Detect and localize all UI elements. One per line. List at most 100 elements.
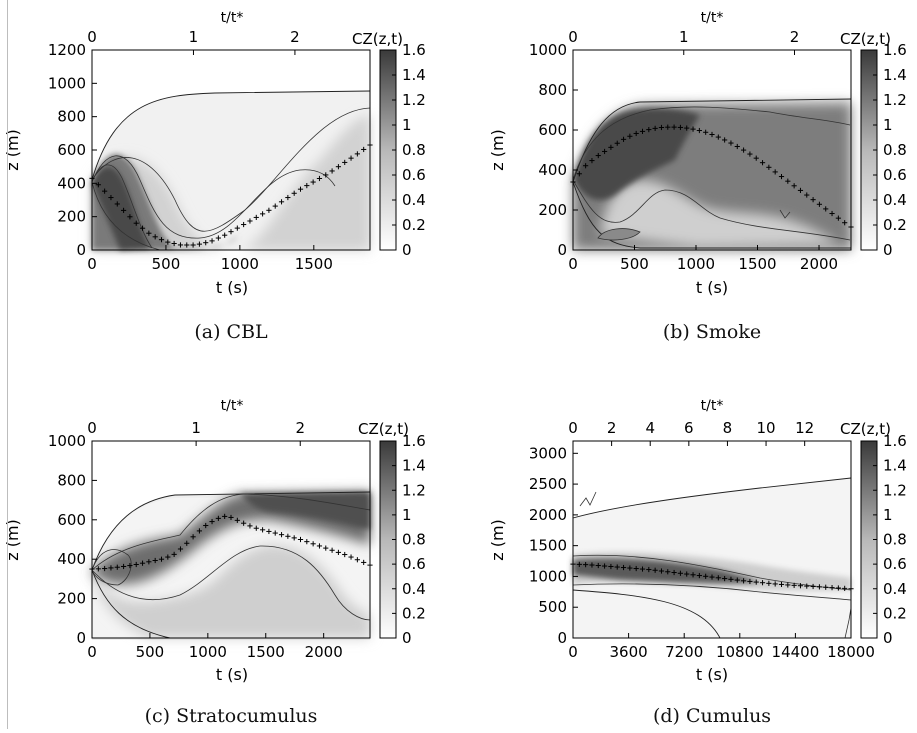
y-tick-label: 500 (538, 598, 567, 616)
y-axis-label: z (m) (3, 519, 22, 561)
y-tick-label: 600 (57, 141, 86, 159)
x2-tick-label: 8 (723, 419, 733, 437)
x2-tick-label: 0 (87, 28, 97, 46)
colorbar-tick-label: 0.4 (402, 191, 426, 209)
y-tick-label: 800 (57, 471, 86, 489)
colorbar-tick-label: 1.4 (883, 457, 907, 475)
top-axis-label: t/t* (701, 10, 724, 26)
colorbar-label: CZ(z,t) (352, 30, 403, 48)
panel-caption: (d) Cumulus (653, 705, 771, 727)
colorbar-tick-label: 1 (883, 506, 893, 524)
colorbar-tick-label: 0 (402, 629, 412, 647)
top-axis-label: t/t* (221, 398, 244, 414)
y-tick-label: 1500 (529, 537, 567, 555)
x-tick-label: 0 (568, 643, 578, 661)
colorbar-ticks: 0 0.2 0.4 0.6 0.8 1 1.2 1.4 1.6 (873, 432, 907, 647)
colorbar-tick-label: 1.6 (402, 41, 426, 59)
y-tick-label: 600 (57, 511, 86, 529)
x-tick-label: 10800 (716, 643, 764, 661)
y-axis: 02004006008001000 (529, 41, 578, 259)
y-axis: 050010001500200025003000 (529, 444, 578, 647)
x2-tick-label: 2 (295, 419, 305, 437)
colorbar-tick-label: 1.2 (402, 481, 426, 499)
x2-tick-label: 0 (568, 28, 578, 46)
colorbar-ticks: 0 0.2 0.4 0.6 0.8 1 1.2 1.4 1.6 (392, 432, 426, 647)
colorbar-tick-label: 1 (402, 506, 412, 524)
y-tick-label: 3000 (529, 444, 567, 462)
x-tick-label: 3600 (610, 643, 648, 661)
y-tick-label: 0 (76, 241, 86, 259)
y-tick-label: 200 (57, 208, 86, 226)
x-tick-label: 0 (568, 255, 578, 273)
colorbar-tick-label: 0.8 (402, 141, 426, 159)
colorbar-label: CZ(z,t) (840, 420, 891, 438)
panel-stratocumulus: 0 200 400 600 800 1000 0 500 1000 1500 2000 0 1 2 t… (3, 398, 426, 727)
colorbar-tick-label: 0 (883, 241, 893, 259)
y-tick-label: 800 (57, 108, 86, 126)
x-axis-label: t (s) (216, 278, 248, 297)
colorbar-tick-label: 1.2 (883, 481, 907, 499)
x2-tick-label: 0 (87, 419, 97, 437)
page-divider-line (7, 0, 8, 729)
y-tick-label: 1000 (48, 74, 86, 92)
colorbar-tick-label: 1.4 (402, 457, 426, 475)
panel-smoke: 02004006008001000 0 500 1000 1500 2000 012 t… (488, 10, 907, 343)
colorbar-tick-label: 0.4 (883, 580, 907, 598)
plume-field-cbl (92, 91, 370, 250)
colorbar-tick-label: 0.8 (402, 531, 426, 549)
x-tick-label: 1000 (221, 255, 259, 273)
x2-tick-label: 1 (191, 419, 201, 437)
colorbar-tick-label: 0.6 (883, 166, 907, 184)
top-axis-label: t/t* (701, 398, 724, 414)
y-tick-label: 0 (76, 629, 86, 647)
x-tick-label: 1500 (295, 255, 333, 273)
top-axis-label: t/t* (221, 10, 244, 26)
plume-field-smoke (573, 99, 851, 250)
x2-tick-label: 10 (757, 419, 776, 437)
colorbar-tick-label: 1 (883, 116, 893, 134)
top-axis: 0 1 2 (87, 419, 305, 446)
colorbar-tick-label: 1.4 (883, 66, 907, 84)
top-axis: 0 1 2 (87, 28, 299, 55)
colorbar-tick-label: 1.2 (883, 91, 907, 109)
x-tick-label: 14400 (772, 643, 820, 661)
colorbar-tick-label: 1.4 (402, 66, 426, 84)
y-tick-label: 400 (57, 550, 86, 568)
colorbar-ticks: 0 0.2 0.4 0.6 0.8 1 1.2 1.4 1.6 (392, 41, 426, 259)
colorbar-tick-label: 0.6 (883, 555, 907, 573)
colorbar-tick-label: 0.6 (402, 166, 426, 184)
colorbar-tick-label: 0.2 (402, 216, 426, 234)
top-axis: 0 1 2 (568, 28, 799, 55)
y-tick-label: 800 (538, 81, 567, 99)
x-tick-label: 500 (620, 255, 649, 273)
x-tick-label: 1000 (677, 255, 715, 273)
y-axis-label: z (m) (3, 129, 22, 171)
x-tick-label: 0 (87, 643, 97, 661)
x-tick-label: 2000 (305, 643, 343, 661)
panel-caption: (a) CBL (194, 321, 268, 343)
colorbar-tick-label: 0.8 (883, 141, 907, 159)
colorbar-label: CZ(z,t) (840, 30, 891, 48)
x2-tick-label: 12 (795, 419, 814, 437)
colorbar-tick-label: 0.2 (883, 216, 907, 234)
x-tick-label: 1000 (189, 643, 227, 661)
y-tick-label: 200 (538, 201, 567, 219)
top-axis: 0 2 4 6 8 10 12 (568, 419, 814, 446)
y-tick-label: 1000 (48, 432, 86, 450)
x2-tick-label: 1 (189, 28, 199, 46)
y-tick-label: 200 (57, 590, 86, 608)
x-axis-label: t (s) (696, 665, 728, 684)
x-tick-label: 2000 (800, 255, 838, 273)
x-axis-label: t (s) (696, 278, 728, 297)
colorbar-tick-label: 1 (402, 116, 412, 134)
colorbar-ticks: 0 0.2 0.4 0.6 0.8 1 1.2 1.4 1.6 (873, 41, 907, 259)
x-tick-label: 1500 (247, 643, 285, 661)
colorbar-tick-label: 1.2 (402, 91, 426, 109)
x-tick-label: 500 (152, 255, 181, 273)
panel-cbl: 020040060080010001200 0 500 1000 1500 012 t… (3, 10, 426, 343)
y-tick-label: 0 (557, 629, 567, 647)
colorbar-tick-label: 0.6 (402, 555, 426, 573)
colorbar-tick-label: 0.2 (883, 604, 907, 622)
